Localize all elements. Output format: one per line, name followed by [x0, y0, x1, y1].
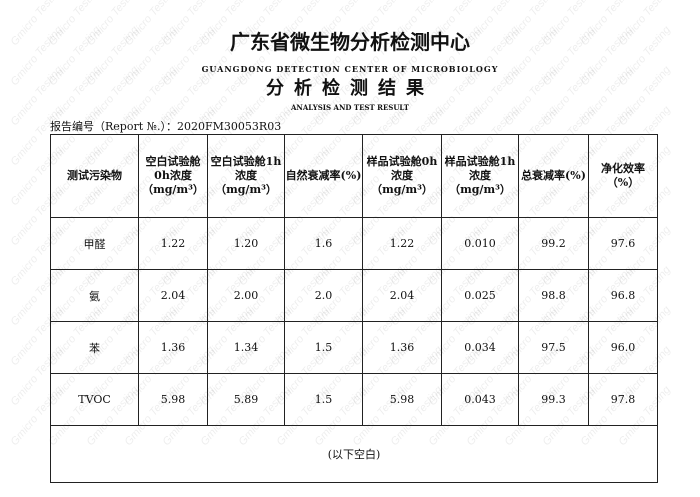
table-cell: 0.043 — [441, 373, 519, 426]
table-cell: 2.04 — [362, 269, 442, 322]
table-cell: 97.5 — [518, 321, 589, 374]
table-cell: 98.8 — [518, 269, 589, 322]
table-cell: 2.0 — [284, 269, 363, 322]
table-cell: 5.98 — [138, 373, 208, 426]
table-cell: 2.00 — [207, 269, 285, 322]
report-number: 报告编号（Report №.）：2020FM30053R03 — [50, 120, 282, 133]
title-cn: 广东省微生物分析检测中心 — [230, 30, 470, 54]
table-cell: 1.36 — [138, 321, 208, 374]
column-header: 样品试验舱0h浓度（mg/m³） — [362, 134, 442, 218]
table-cell: 1.22 — [138, 217, 208, 270]
table-cell: 1.36 — [362, 321, 442, 374]
title-en: GUANGDONG DETECTION CENTER OF MICROBIOLO… — [201, 64, 499, 74]
table-row: TVOC 5.98 5.89 1.5 5.98 0.043 99.3 97.8 — [50, 373, 658, 426]
table-cell: 氨 — [50, 269, 139, 322]
table-cell: 0.034 — [441, 321, 519, 374]
table-row: 甲醛 1.22 1.20 1.6 1.22 0.010 99.2 97.6 — [50, 217, 658, 270]
table-cell: 1.5 — [284, 321, 363, 374]
table-cell: 0.025 — [441, 269, 519, 322]
table-cell: 96.0 — [588, 321, 658, 374]
table-cell: 甲醛 — [50, 217, 139, 270]
table-cell: 苯 — [50, 321, 139, 374]
subtitle-cn: 分析检测结果 — [266, 78, 434, 99]
column-header: 空白试验舱1h浓度（mg/m³） — [207, 134, 285, 218]
column-header: 样品试验舱1h浓度（mg/m³） — [441, 134, 519, 218]
table-cell: 5.98 — [362, 373, 442, 426]
table-cell: 99.3 — [518, 373, 589, 426]
column-header: 自然衰减率(%) — [284, 134, 363, 218]
blank-row: (以下空白) — [50, 425, 658, 483]
table-cell: 0.010 — [441, 217, 519, 270]
table-cell: 1.20 — [207, 217, 285, 270]
results-table: 测试污染物 空白试验舱0h浓度（mg/m³） 空白试验舱1h浓度（mg/m³） 自然衰… — [50, 134, 658, 483]
table-cell: 5.89 — [207, 373, 285, 426]
table-cell: 97.8 — [588, 373, 658, 426]
column-header: 空白试验舱0h浓度（mg/m³） — [138, 134, 208, 218]
subtitle-en: ANALYSIS AND TEST RESULT — [290, 103, 409, 112]
column-header: 测试污染物 — [50, 134, 139, 218]
table-cell: 2.04 — [138, 269, 208, 322]
table-cell: TVOC — [50, 373, 139, 426]
table-cell: 1.6 — [284, 217, 363, 270]
table-cell: 99.2 — [518, 217, 589, 270]
table-cell: 96.8 — [588, 269, 658, 322]
column-header: 净化效率（%） — [588, 134, 658, 218]
column-header: 总衰减率(%) — [518, 134, 589, 218]
header-row: 测试污染物 空白试验舱0h浓度（mg/m³） 空白试验舱1h浓度（mg/m³） 自然衰… — [50, 134, 658, 218]
table-cell: 97.6 — [588, 217, 658, 270]
table-cell: 1.34 — [207, 321, 285, 374]
table-row: 氨 2.04 2.00 2.0 2.04 0.025 98.8 96.8 — [50, 269, 658, 322]
table-row: 苯 1.36 1.34 1.5 1.36 0.034 97.5 96.0 — [50, 321, 658, 374]
blank-note: (以下空白) — [50, 425, 658, 483]
table-cell: 1.22 — [362, 217, 442, 270]
table-cell: 1.5 — [284, 373, 363, 426]
